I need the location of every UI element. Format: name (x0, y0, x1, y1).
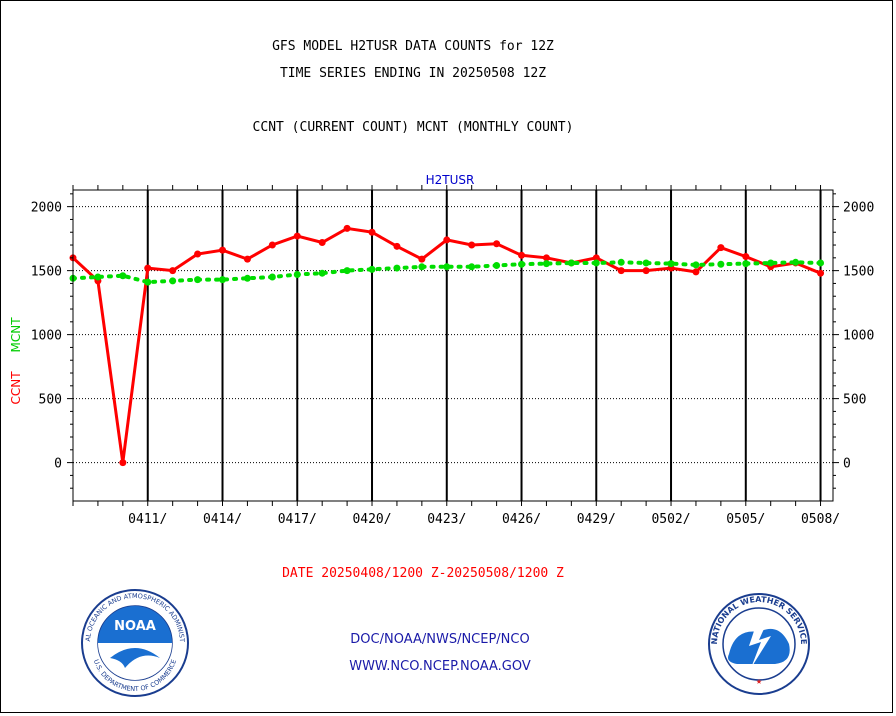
data-point-ccnt (243, 255, 251, 263)
data-point-mcnt (443, 263, 451, 271)
noaa-logo: NOAA NATIONAL OCEANIC AND ATMOSPHERIC AD… (80, 588, 189, 697)
data-point-mcnt (493, 262, 501, 270)
y-tick-label-right: 2000 (843, 201, 874, 216)
data-point-mcnt (468, 263, 476, 271)
data-point-ccnt (742, 253, 750, 261)
data-point-ccnt (219, 246, 227, 254)
data-point-ccnt (493, 240, 501, 248)
data-point-mcnt (692, 261, 700, 269)
axes: 2000 2000 1500 1500 1000 1000 500 500 0 0 0411/041… (31, 185, 874, 527)
data-point-ccnt (343, 224, 351, 232)
data-point-mcnt (169, 277, 177, 285)
data-point-ccnt (692, 268, 700, 276)
x-tick-label: 0423/ (427, 512, 466, 527)
nco-website-link[interactable]: WWW.NCO.NCEP.NOAA.GOV (349, 659, 531, 674)
data-point-mcnt (617, 258, 625, 266)
data-point-mcnt (194, 276, 202, 284)
data-point-mcnt (542, 260, 550, 268)
data-point-ccnt (119, 459, 127, 467)
x-tick-label: 0426/ (502, 512, 541, 527)
data-point-mcnt (767, 259, 775, 267)
data-point-ccnt (293, 232, 301, 240)
data-point-ccnt (169, 267, 177, 275)
data-point-ccnt (642, 267, 650, 275)
plot-frame (72, 189, 834, 502)
ylabel-ccnt: CCNT (9, 371, 23, 405)
nco-path-link[interactable]: DOC/NOAA/NWS/NCEP/NCO (350, 632, 530, 647)
data-point-mcnt (742, 260, 750, 268)
data-point-mcnt (792, 258, 800, 266)
data-point-ccnt (617, 267, 625, 275)
data-point-mcnt (243, 274, 251, 282)
data-point-ccnt (144, 264, 152, 272)
svg-text:★: ★ (756, 676, 762, 687)
chart-title-line-1: GFS MODEL H2TUSR DATA COUNTS for 12Z (272, 39, 554, 54)
chart-title-line-2: TIME SERIES ENDING IN 20250508 12Z (279, 66, 547, 81)
data-point-ccnt (592, 254, 600, 262)
data-point-mcnt (817, 259, 825, 267)
x-tick-label: 0505/ (726, 512, 765, 527)
data-point-ccnt (318, 238, 326, 246)
data-point-ccnt (443, 236, 451, 244)
x-tick-label: 0411/ (128, 512, 167, 527)
y-tick-label-right: 0 (843, 457, 851, 472)
y-tick-label-left: 2000 (31, 201, 62, 216)
data-point-mcnt (518, 260, 526, 268)
y-tick-label-right: 1500 (843, 265, 874, 280)
ylabel-mcnt: MCNT (9, 317, 23, 353)
nws-logo: NATIONAL WEATHER SERVICE ★ (708, 593, 810, 695)
data-point-ccnt (542, 254, 550, 262)
data-point-mcnt (717, 260, 725, 268)
x-tick-label: 0420/ (352, 512, 391, 527)
x-tick-label: 0417/ (278, 512, 317, 527)
y-axis-title: CCNT MCNT (9, 317, 23, 405)
y-tick-label-left: 1000 (31, 329, 62, 344)
data-point-mcnt (418, 263, 426, 271)
data-point-mcnt (293, 270, 301, 278)
grid (73, 190, 833, 501)
data-point-mcnt (94, 273, 102, 281)
data-point-mcnt (119, 272, 127, 280)
data-point-ccnt (717, 244, 725, 252)
data-point-ccnt (518, 251, 526, 259)
data-point-ccnt (194, 250, 202, 258)
data-point-mcnt (642, 259, 650, 267)
x-tick-label: 0502/ (651, 512, 690, 527)
data-point-ccnt (368, 228, 376, 236)
data-point-mcnt (567, 259, 575, 267)
data-point-ccnt (393, 242, 401, 250)
data-point-mcnt (592, 259, 600, 267)
panel-title: H2TUSR (426, 173, 475, 187)
data-point-mcnt (144, 278, 152, 286)
y-tick-label-left: 500 (39, 393, 62, 408)
data-point-mcnt (343, 267, 351, 275)
data-point-mcnt (393, 264, 401, 272)
data-point-ccnt (418, 255, 426, 263)
data-point-mcnt (368, 265, 376, 273)
data-point-mcnt (219, 276, 227, 284)
y-tick-label-right: 500 (843, 393, 866, 408)
x-tick-label: 0429/ (577, 512, 616, 527)
y-tick-label-right: 1000 (843, 329, 874, 344)
y-tick-label-left: 1500 (31, 265, 62, 280)
x-tick-label: 0508/ (801, 512, 840, 527)
data-point-mcnt (268, 273, 276, 281)
data-point-mcnt (667, 260, 675, 268)
data-point-mcnt (318, 269, 326, 277)
series (69, 224, 825, 467)
data-point-ccnt (468, 241, 476, 249)
date-range: DATE 20250408/1200 Z-20250508/1200 Z (282, 566, 564, 581)
data-point-ccnt (268, 241, 276, 249)
data-point-ccnt (817, 269, 825, 277)
noaa-logo-text: NOAA (114, 619, 156, 634)
y-tick-label-left: 0 (54, 457, 62, 472)
chart-subtitle: CCNT (CURRENT COUNT) MCNT (MONTHLY COUNT… (252, 120, 574, 135)
x-tick-label: 0414/ (203, 512, 242, 527)
